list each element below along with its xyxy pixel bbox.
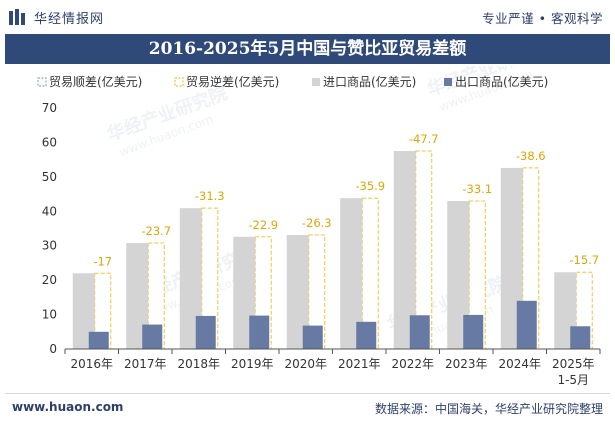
deficit-bar	[147, 242, 165, 350]
top-bar: 华经情报网 专业严谨 • 客观科学	[0, 0, 615, 34]
deficit-data-label: -47.7	[409, 132, 439, 146]
export-bar	[516, 300, 537, 349]
x-tick-label: 2020年	[284, 357, 327, 371]
deficit-data-label: -33.1	[462, 182, 492, 196]
y-tick-label: 60	[42, 135, 57, 149]
chart-title: 2016-2025年5月中国与赞比亚贸易差额	[148, 39, 467, 59]
x-tick-label: 2023年	[445, 357, 488, 371]
x-tick-label: 1-5月	[557, 373, 589, 386]
deficit-bar	[308, 234, 326, 350]
deficit-data-label: -38.6	[516, 149, 546, 163]
export-bar	[195, 315, 216, 349]
import-bar	[72, 273, 95, 349]
import-bar	[286, 235, 309, 349]
export-bar	[249, 315, 270, 349]
legend-label: 出口商品(亿美元)	[455, 74, 548, 89]
chart: 华经产业研究院www.huaon.com华经产业研究院www.huaon.com…	[37, 66, 601, 386]
export-bar	[142, 324, 163, 349]
x-tick-label: 2016年	[70, 357, 113, 371]
legend-swatch-import	[312, 78, 320, 86]
y-tick-label: 30	[42, 239, 57, 253]
deficit-data-label: -15.7	[569, 253, 599, 267]
y-tick-label: 40	[42, 204, 57, 218]
y-tick-label: 10	[42, 308, 57, 322]
bars: -17 -23.7 -31.3 -22.9 -26.3 -35.9 -47.7 -33.1 -3…	[72, 132, 599, 350]
legend-swatch-export	[444, 78, 452, 86]
y-axis: 0 10 20 30 40 50 60 70	[42, 101, 57, 356]
legend-swatch-deficit	[174, 77, 184, 87]
footer-source: 数据来源：中国海关，华经产业研究院整理	[374, 402, 603, 416]
export-bar	[463, 314, 484, 349]
deficit-data-label: -23.7	[141, 224, 171, 238]
footer-divider	[5, 393, 610, 394]
y-tick-label: 20	[42, 273, 57, 287]
import-bar	[340, 198, 363, 349]
legend-label: 进口商品(亿美元)	[323, 74, 416, 89]
x-tick-label: 2019年	[231, 357, 274, 371]
legend-label: 贸易顺差(亿美元)	[49, 74, 142, 89]
x-tick-label: 2025年	[552, 357, 595, 371]
deficit-data-label: -31.3	[195, 189, 225, 203]
x-tick-label: 2017年	[124, 357, 167, 371]
import-bar	[126, 242, 149, 349]
x-axis: 2016年 2017年 2018年 2019年 2020年 2021年 2022年 2023年…	[64, 348, 601, 386]
import-bar	[179, 208, 202, 349]
y-tick-label: 50	[42, 170, 57, 184]
deficit-data-label: -22.9	[248, 218, 278, 232]
title-bar: 2016-2025年5月中国与赞比亚贸易差额	[5, 34, 610, 64]
x-tick-label: 2024年	[498, 357, 541, 371]
x-tick-label: 2021年	[338, 357, 381, 371]
legend-swatch-surplus	[37, 77, 47, 87]
brand-name: 华经情报网	[34, 12, 105, 27]
export-bar	[409, 315, 430, 349]
tagline: 专业严谨 • 客观科学	[482, 11, 603, 26]
deficit-data-label: -26.3	[302, 216, 332, 230]
x-tick-label: 2022年	[391, 357, 434, 371]
legend-label: 贸易逆差(亿美元)	[186, 74, 279, 89]
export-bar	[302, 325, 323, 349]
x-tick-label: 2018年	[177, 357, 220, 371]
import-bar	[447, 200, 470, 349]
brand-logo-icon	[9, 9, 25, 25]
deficit-bar	[415, 150, 433, 350]
deficit-data-label: -17	[93, 254, 112, 268]
y-tick-label: 0	[49, 342, 57, 356]
y-tick-label: 70	[42, 101, 57, 115]
export-bar	[356, 321, 377, 349]
chart-legend: 贸易顺差(亿美元) 贸易逆差(亿美元) 进口商品(亿美元) 出口商品(亿美元)	[37, 74, 548, 89]
footer-website: www.huaon.com	[12, 400, 124, 414]
deficit-data-label: -35.9	[355, 179, 385, 193]
export-bar	[570, 326, 591, 349]
export-bar	[88, 331, 109, 349]
import-bar	[393, 151, 416, 349]
